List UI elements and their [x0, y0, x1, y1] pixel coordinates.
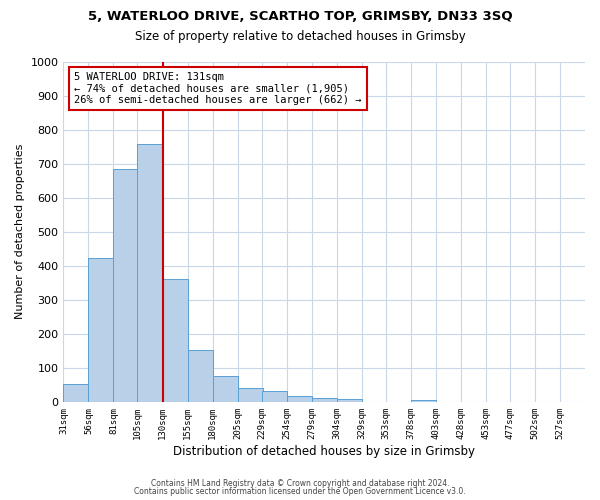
Bar — [311, 398, 337, 402]
X-axis label: Distribution of detached houses by size in Grimsby: Distribution of detached houses by size … — [173, 444, 475, 458]
Bar — [287, 396, 311, 402]
Text: 5, WATERLOO DRIVE, SCARTHO TOP, GRIMSBY, DN33 3SQ: 5, WATERLOO DRIVE, SCARTHO TOP, GRIMSBY,… — [88, 10, 512, 23]
Text: Size of property relative to detached houses in Grimsby: Size of property relative to detached ho… — [134, 30, 466, 43]
Bar — [262, 391, 287, 402]
Bar — [212, 376, 238, 402]
Bar — [238, 388, 263, 402]
Text: Contains public sector information licensed under the Open Government Licence v3: Contains public sector information licen… — [134, 487, 466, 496]
Bar — [337, 400, 362, 402]
Text: Contains HM Land Registry data © Crown copyright and database right 2024.: Contains HM Land Registry data © Crown c… — [151, 478, 449, 488]
Bar — [137, 144, 163, 402]
Bar — [113, 168, 139, 402]
Bar — [411, 400, 436, 402]
Bar — [163, 278, 188, 402]
Bar — [188, 350, 212, 402]
Text: 5 WATERLOO DRIVE: 131sqm
← 74% of detached houses are smaller (1,905)
26% of sem: 5 WATERLOO DRIVE: 131sqm ← 74% of detach… — [74, 72, 361, 105]
Bar — [88, 258, 113, 402]
Bar — [64, 384, 88, 402]
Y-axis label: Number of detached properties: Number of detached properties — [15, 144, 25, 320]
